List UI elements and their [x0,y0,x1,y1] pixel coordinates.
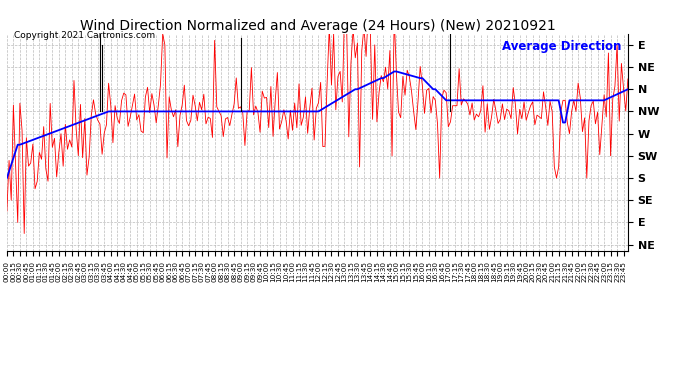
Text: Copyright 2021 Cartronics.com: Copyright 2021 Cartronics.com [14,30,155,39]
Title: Wind Direction Normalized and Average (24 Hours) (New) 20210921: Wind Direction Normalized and Average (2… [79,19,555,33]
Text: Average Direction: Average Direction [502,40,622,53]
